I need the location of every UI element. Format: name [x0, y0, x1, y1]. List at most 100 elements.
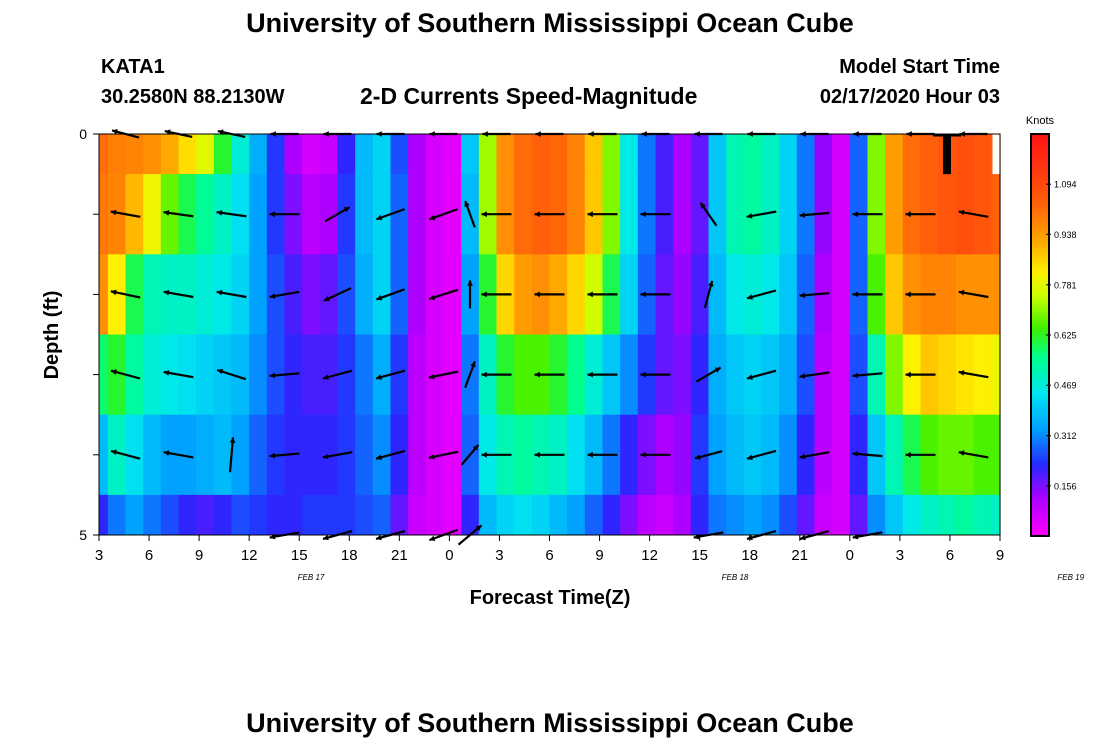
heatmap-cell [726, 174, 745, 255]
current-arrow [958, 450, 989, 459]
heatmap-cell [743, 494, 763, 536]
heatmap-cell [885, 174, 904, 255]
colorbar-segment [1031, 361, 1049, 366]
heatmap-cell [867, 134, 886, 175]
heatmap-cell [655, 494, 674, 536]
colorbar: Knots 0.156 0.312 0.469 0.625 0.781 0.938 1.094 [1026, 115, 1077, 537]
arrow-head [852, 291, 858, 298]
colorbar-segment [1031, 391, 1049, 396]
heatmap-cell [178, 254, 197, 335]
arrow-head [464, 201, 470, 207]
heatmap-cell [991, 174, 1001, 255]
x-tick-label: 3 [896, 547, 904, 564]
heatmap-cell [938, 174, 957, 255]
colorbar-segment [1031, 204, 1049, 209]
heatmap-cell [337, 414, 356, 496]
current-arrow [163, 210, 194, 218]
x-axis-label: Forecast Time(Z) [470, 587, 631, 609]
heatmap-cell [143, 254, 162, 335]
colorbar-segment [1031, 425, 1049, 430]
x-tick-label: 9 [195, 547, 203, 564]
heatmap-cell [160, 494, 180, 536]
colorbar-segment [1031, 268, 1049, 272]
white-bar-marker [992, 134, 1001, 175]
heatmap-cell [885, 254, 904, 335]
colorbar-segment [1031, 221, 1049, 226]
arrow-head [747, 454, 753, 461]
colorbar-segment [1031, 291, 1049, 296]
heatmap-cell [408, 254, 427, 335]
colorbar-segment [1031, 458, 1049, 463]
colorbar-segment [1031, 278, 1049, 282]
heatmap-cell [761, 254, 780, 335]
colorbar-segment [1031, 385, 1049, 390]
colorbar-segment [1031, 515, 1049, 520]
current-arrow [216, 368, 247, 381]
arrow-head [799, 292, 806, 299]
heatmap-cell [602, 134, 621, 175]
current-arrow [216, 289, 247, 299]
heatmap-cell [443, 174, 462, 255]
current-arrow [640, 371, 671, 378]
heatmap-cell [920, 494, 939, 536]
heatmap-cell [514, 334, 533, 416]
heatmap-cell [408, 134, 427, 175]
arrow-head [640, 211, 646, 218]
heatmap-cell [867, 494, 886, 536]
arrow-head [217, 368, 224, 375]
current-arrow [163, 289, 194, 299]
colorbar-segment [1031, 495, 1049, 500]
arrow-head [216, 210, 223, 216]
colorbar-segment [1031, 247, 1049, 252]
heatmap-cell [567, 174, 586, 255]
colorbar-segment [1031, 150, 1049, 155]
arrow-head [800, 534, 806, 541]
heatmap-cell [567, 334, 586, 416]
arrow-head [958, 450, 965, 456]
current-arrow [587, 291, 618, 298]
colorbar-segment [1031, 241, 1049, 246]
current-arrow [322, 369, 353, 380]
heatmap-cell [390, 414, 409, 496]
arrow-head [587, 291, 593, 298]
heatmap-cell [125, 134, 144, 175]
current-arrow [852, 451, 883, 458]
heatmap-cell [302, 174, 321, 255]
colorbar-segment [1031, 462, 1049, 467]
colorbar-segment [1031, 227, 1049, 232]
current-arrow [375, 449, 406, 461]
colorbar-segment [1031, 254, 1049, 259]
heatmap-cell [567, 134, 586, 175]
heatmap-cell [390, 334, 409, 416]
colorbar-segment [1031, 301, 1049, 306]
arrow-head [163, 370, 170, 376]
arrow-head [323, 374, 329, 380]
heatmap-cell [107, 174, 127, 255]
heatmap-cell [531, 134, 551, 175]
model-start-label: Model Start Time [839, 56, 1000, 78]
colorbar-segment [1031, 180, 1049, 185]
date-label: FEB 18 [722, 573, 749, 582]
colorbar-segment [1031, 257, 1049, 262]
heatmap-cell [319, 134, 339, 175]
arrow-head [269, 372, 276, 379]
colorbar-segment [1031, 201, 1049, 205]
current-arrow [852, 372, 883, 379]
x-tick-label: 6 [145, 547, 153, 564]
colorbar-segment [1031, 190, 1049, 195]
x-tick-label: 21 [391, 547, 408, 564]
current-arrow [852, 291, 883, 298]
heatmap-cell [319, 334, 339, 416]
arrow-head [110, 289, 117, 296]
arrow-head [799, 212, 806, 218]
current-arrow [163, 370, 194, 379]
heatmap-cell [690, 174, 710, 255]
heatmap-cell [266, 254, 286, 335]
axes: 3 6 9 12 15 18 21 0 3 6 9 12 15 18 21 0 3 6 9 FEB 17 FEB 18 F… [41, 126, 1085, 609]
arrow-head [799, 453, 806, 460]
heatmap-cell [99, 254, 109, 335]
colorbar-segment [1031, 489, 1049, 494]
colorbar-segment [1031, 134, 1049, 138]
x-tick-label: 12 [641, 547, 658, 564]
